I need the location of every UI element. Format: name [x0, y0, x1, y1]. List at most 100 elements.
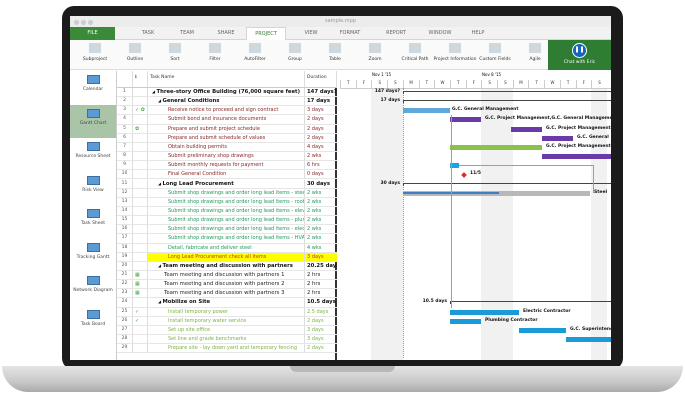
task-duration[interactable]: 2 hrs	[307, 272, 321, 278]
task-name[interactable]: Team meeting and discussion with partner…	[148, 271, 305, 280]
task-name[interactable]: ◢ General Conditions	[148, 97, 305, 106]
tab-share[interactable]: SHARE	[217, 30, 235, 36]
view-task-sheet[interactable]: Task Sheet	[70, 205, 116, 239]
table-row[interactable]: 16 Submit shop drawings and order long le…	[117, 225, 337, 235]
view-task-board[interactable]: Task Board	[70, 306, 116, 340]
table-row[interactable]: 1 ◢ Three-story Office Building (76,000 s…	[117, 88, 337, 98]
task-duration[interactable]: 2 days	[307, 134, 324, 141]
task-name[interactable]: Install temporary water service	[148, 316, 305, 325]
task-duration[interactable]: 2 days	[307, 125, 324, 132]
group-button[interactable]: Group	[270, 42, 320, 62]
tab-file[interactable]: FILE	[70, 27, 115, 40]
table-row[interactable]: 27 Set up site office 3 days	[117, 325, 337, 336]
autofilter-button[interactable]: AutoFilter	[230, 42, 280, 62]
window-controls[interactable]	[74, 19, 95, 30]
table-row[interactable]: 17 Submit shop drawings and order long le…	[117, 234, 337, 244]
view-tracking-gantt[interactable]: Tracking Gantt	[70, 239, 116, 273]
task-name[interactable]: Team meeting and discussion with partner…	[148, 280, 305, 289]
table-row[interactable]: 29 Prepare site - lay down yard and tempo…	[117, 344, 337, 354]
table-row[interactable]: 20 ◢ Team meeting and discussion with par…	[117, 261, 337, 271]
task-duration[interactable]: 2 wks	[307, 189, 322, 196]
filter-button[interactable]: Filter	[190, 42, 240, 62]
tab-view[interactable]: VIEW	[304, 30, 318, 36]
task-name[interactable]: Submit shop drawings and order long lead…	[148, 188, 305, 197]
custom-fields-button[interactable]: Custom Fields	[470, 42, 520, 62]
task-name[interactable]: Submit shop drawings and order long lead…	[148, 234, 305, 243]
task-duration[interactable]: 3 days	[307, 336, 324, 343]
task-duration[interactable]: 17 days	[307, 98, 331, 105]
collapse-toggle-icon[interactable]: ◢	[152, 89, 157, 94]
task-name[interactable]: Set up site office	[148, 325, 305, 335]
table-row[interactable]: 2 ◢ General Conditions 17 days	[117, 97, 337, 107]
task-bar[interactable]	[450, 117, 481, 123]
zoom-button[interactable]: Zoom	[350, 42, 400, 62]
tab-project[interactable]: PROJECT	[246, 27, 286, 40]
tab-format[interactable]: FORMAT	[339, 30, 361, 36]
task-name[interactable]: Team meeting and discussion with partner…	[148, 289, 305, 298]
tab-report[interactable]: REPORT	[386, 30, 406, 36]
task-name[interactable]: Submit monthly requests for payment	[148, 161, 305, 170]
task-duration[interactable]: 2 wks	[307, 217, 322, 224]
task-bar[interactable]	[450, 318, 481, 324]
table-row[interactable]: 8 Submit preliminary shop drawings 2 wks	[117, 152, 337, 162]
task-bar[interactable]	[542, 135, 573, 141]
tab-team[interactable]: TEAM	[180, 30, 194, 36]
task-duration[interactable]: 147 days?	[307, 89, 337, 95]
task-duration[interactable]: 2 hrs	[307, 281, 321, 288]
project-info-button[interactable]: Project Information	[430, 42, 480, 62]
table-row[interactable]: 3 ✓ ✿ Receive notice to proceed and sign c…	[117, 106, 337, 116]
table-row[interactable]: 28 Set line and grade benchmarks 3 days	[117, 335, 337, 345]
task-duration[interactable]: 4 days	[307, 143, 324, 150]
table-row[interactable]: 25 ✓ Install temporary power 2.5 days	[117, 307, 337, 317]
task-duration[interactable]: 10.5 days	[307, 299, 336, 306]
task-name[interactable]: Final General Condition	[148, 170, 305, 179]
task-name[interactable]: Prepare site - lay down yard and tempora…	[148, 344, 305, 353]
task-duration[interactable]: 2 days	[307, 317, 324, 324]
task-name[interactable]: Submit shop drawings and order long lead…	[148, 216, 305, 225]
task-duration[interactable]: 2.5 days	[307, 308, 329, 315]
task-duration[interactable]: 2 wks	[307, 153, 322, 160]
task-bar[interactable]	[511, 126, 542, 132]
table-row[interactable]: 26 ✓ Install temporary water service 2 days	[117, 316, 337, 326]
task-name[interactable]: ◢ Mobilize on Site	[148, 298, 305, 307]
task-name[interactable]: Long Lead Procurement check all items	[148, 252, 305, 261]
task-name[interactable]: Submit bond and insurance documents	[148, 115, 305, 124]
task-name[interactable]: Submit shop drawings and order long lead…	[148, 197, 305, 206]
task-name[interactable]: Receive notice to proceed and sign contr…	[148, 106, 305, 115]
task-duration[interactable]: 2 wks	[307, 235, 322, 242]
collapse-toggle-icon[interactable]: ◢	[158, 262, 163, 268]
task-duration[interactable]: 30 days	[307, 180, 331, 187]
table-row[interactable]: 12 Submit shop drawings and order long le…	[117, 188, 337, 198]
critical-path-button[interactable]: Critical Path	[390, 42, 440, 62]
table-row[interactable]: 15 Submit shop drawings and order long le…	[117, 216, 337, 226]
table-row[interactable]: 22 ▦ Team meeting and discussion with part…	[117, 280, 337, 290]
view-resource-sheet[interactable]: Resource Sheet	[70, 138, 116, 172]
task-name[interactable]: Obtain building permits	[148, 142, 305, 152]
task-name[interactable]: Detail, fabricate and deliver steel	[148, 243, 305, 252]
subproject-button[interactable]: Subproject	[70, 42, 120, 62]
view-network-diagram[interactable]: Network Diagram	[70, 272, 116, 306]
table-row[interactable]: 23 ▦ Team meeting and discussion with part…	[117, 289, 337, 299]
task-duration[interactable]: 2 wks	[307, 198, 322, 205]
task-name[interactable]: Prepare and submit schedule of values	[148, 133, 305, 142]
table-row[interactable]: 4 Submit bond and insurance documents 2 da…	[117, 115, 337, 125]
table-row[interactable]: 14 Submit shop drawings and order long le…	[117, 206, 337, 217]
table-row[interactable]: 19 Long Lead Procurement check all items 3…	[117, 252, 337, 262]
summary-bar[interactable]	[450, 301, 611, 305]
agile-button[interactable]: Agile	[510, 42, 560, 62]
task-duration[interactable]: 2 wks	[307, 226, 322, 233]
task-duration[interactable]: 3 days	[307, 326, 324, 333]
task-name[interactable]: ◢ Long Lead Procurement	[148, 179, 305, 188]
task-bar[interactable]	[450, 144, 542, 150]
task-name-header[interactable]: Task Name	[148, 71, 305, 88]
task-name[interactable]: Submit preliminary shop drawings	[148, 152, 305, 161]
summary-bar[interactable]	[403, 100, 611, 104]
table-row[interactable]: 9 Submit monthly requests for payment 6 hr…	[117, 161, 337, 171]
task-name[interactable]: Prepare and submit project schedule	[148, 124, 305, 133]
sort-button[interactable]: Sort	[150, 42, 200, 62]
task-duration[interactable]: 2 days	[307, 345, 324, 352]
task-bar[interactable]	[403, 108, 450, 114]
collapse-toggle-icon[interactable]: ◢	[158, 299, 163, 305]
task-bar[interactable]	[450, 163, 459, 169]
tab-task[interactable]: TASK	[141, 30, 155, 36]
